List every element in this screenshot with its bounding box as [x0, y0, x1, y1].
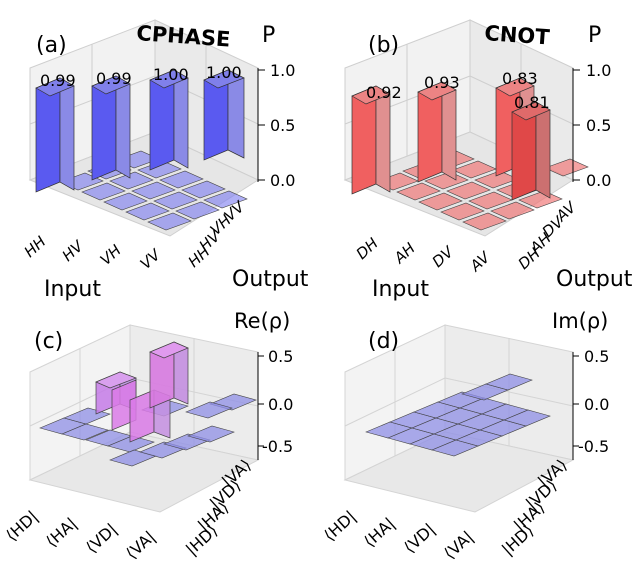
ylabel-a: Output — [232, 267, 309, 292]
xlabel-b: Input — [372, 277, 429, 302]
input-tick-b-3: AV — [466, 247, 495, 275]
panel-label-d: (d) — [368, 329, 399, 354]
ztick-b-1: 1.0 — [586, 61, 611, 80]
panel-c-zaxis — [257, 352, 264, 460]
value-label-b-2: 0.83 — [502, 69, 538, 88]
ztick-d-05: 0.5 — [584, 347, 609, 366]
value-label-b-3: 0.81 — [514, 93, 550, 112]
bra-tick-c-0: ⟨HD| — [2, 507, 41, 545]
ztick-a-0: 0.0 — [270, 171, 295, 190]
panel-label-c: (c) — [34, 329, 63, 354]
ylabel-b: Output — [556, 267, 633, 292]
bra-tick-c-1: ⟨HA| — [42, 514, 80, 551]
input-tick-b-0: DH — [353, 234, 382, 263]
bar-a-HV — [91, 75, 131, 181]
ztick-a-05: 0.5 — [270, 116, 295, 135]
value-label-a-2: 1.00 — [153, 65, 189, 84]
input-tick-a-0: HH — [21, 232, 50, 260]
bar-b-DH — [351, 85, 391, 195]
bar-a-VH — [149, 69, 189, 171]
value-label-a-1: 0.99 — [96, 69, 132, 88]
bra-tick-d-3: ⟨VA| — [440, 527, 477, 563]
title-b: CNOT — [484, 21, 551, 50]
input-tick-b-2: DV — [429, 242, 459, 271]
title-c: Re(ρ) — [234, 309, 290, 333]
bar-a-HH — [35, 77, 75, 193]
input-tick-b-1: AH — [390, 239, 419, 267]
input-tick-a-3: VV — [137, 245, 166, 273]
value-label-b-0: 0.92 — [366, 83, 402, 102]
panel-b: 0.92 0.93 0.83 0.81 1.0 0.5 0.0 DH AH DV… — [343, 19, 633, 302]
bar-b-AV — [511, 101, 551, 201]
bar-c-8 — [95, 371, 137, 389]
panel-c: 0.5 0.0 -0.5 ⟨HD| ⟨HA| ⟨VD| ⟨VA| |HD⟩ |H… — [2, 309, 293, 563]
bar-c-7 — [149, 341, 189, 359]
panel-d-zaxis — [572, 352, 579, 460]
ztick-b-0: 0.0 — [586, 171, 611, 190]
bar-b-AH — [417, 81, 457, 183]
panel-a: 0.99 0.99 1.00 1.00 1.0 0.5 0.0 HH HV VH… — [21, 19, 309, 302]
panel-a-zaxis — [257, 68, 265, 182]
bra-tick-c-2: ⟨VD| — [82, 519, 121, 556]
bra-tick-d-0: ⟨HD| — [320, 507, 359, 545]
panel-c-bars — [95, 341, 189, 443]
input-tick-a-2: VH — [97, 241, 125, 269]
xlabel-a: Input — [44, 277, 101, 302]
ztick-a-1: 1.0 — [270, 61, 295, 80]
value-label-b-1: 0.93 — [424, 73, 460, 92]
bra-tick-d-2: ⟨VD| — [400, 519, 439, 556]
zlabel-a: P — [262, 23, 275, 48]
ztick-d-m05: -0.5 — [578, 437, 609, 456]
bra-tick-d-1: ⟨HA| — [360, 514, 398, 551]
panel-a-bars — [35, 69, 245, 193]
ztick-b-05: 0.5 — [586, 116, 611, 135]
title-d: Im(ρ) — [552, 309, 608, 333]
ztick-c-0: 0.0 — [268, 395, 293, 414]
value-label-a-0: 0.99 — [40, 71, 76, 90]
panel-label-b: (b) — [368, 33, 399, 58]
zlabel-b: P — [588, 23, 601, 48]
input-tick-a-1: HV — [59, 236, 88, 265]
panel-b-zaxis — [572, 68, 580, 182]
ztick-c-05: 0.5 — [268, 347, 293, 366]
bra-tick-c-3: ⟨VA| — [122, 527, 159, 563]
panel-d-tiles — [365, 373, 551, 457]
value-label-a-3: 1.00 — [206, 63, 242, 82]
ztick-d-0: 0.0 — [584, 395, 609, 414]
panel-label-a: (a) — [36, 33, 67, 58]
panel-d: 0.5 0.0 -0.5 ⟨HD| ⟨HA| ⟨VD| ⟨VA| |HD⟩ |H… — [320, 309, 609, 563]
ztick-c-m05: -0.5 — [262, 437, 293, 456]
panel-b-bars — [351, 77, 551, 201]
bar-a-VV — [203, 69, 245, 161]
